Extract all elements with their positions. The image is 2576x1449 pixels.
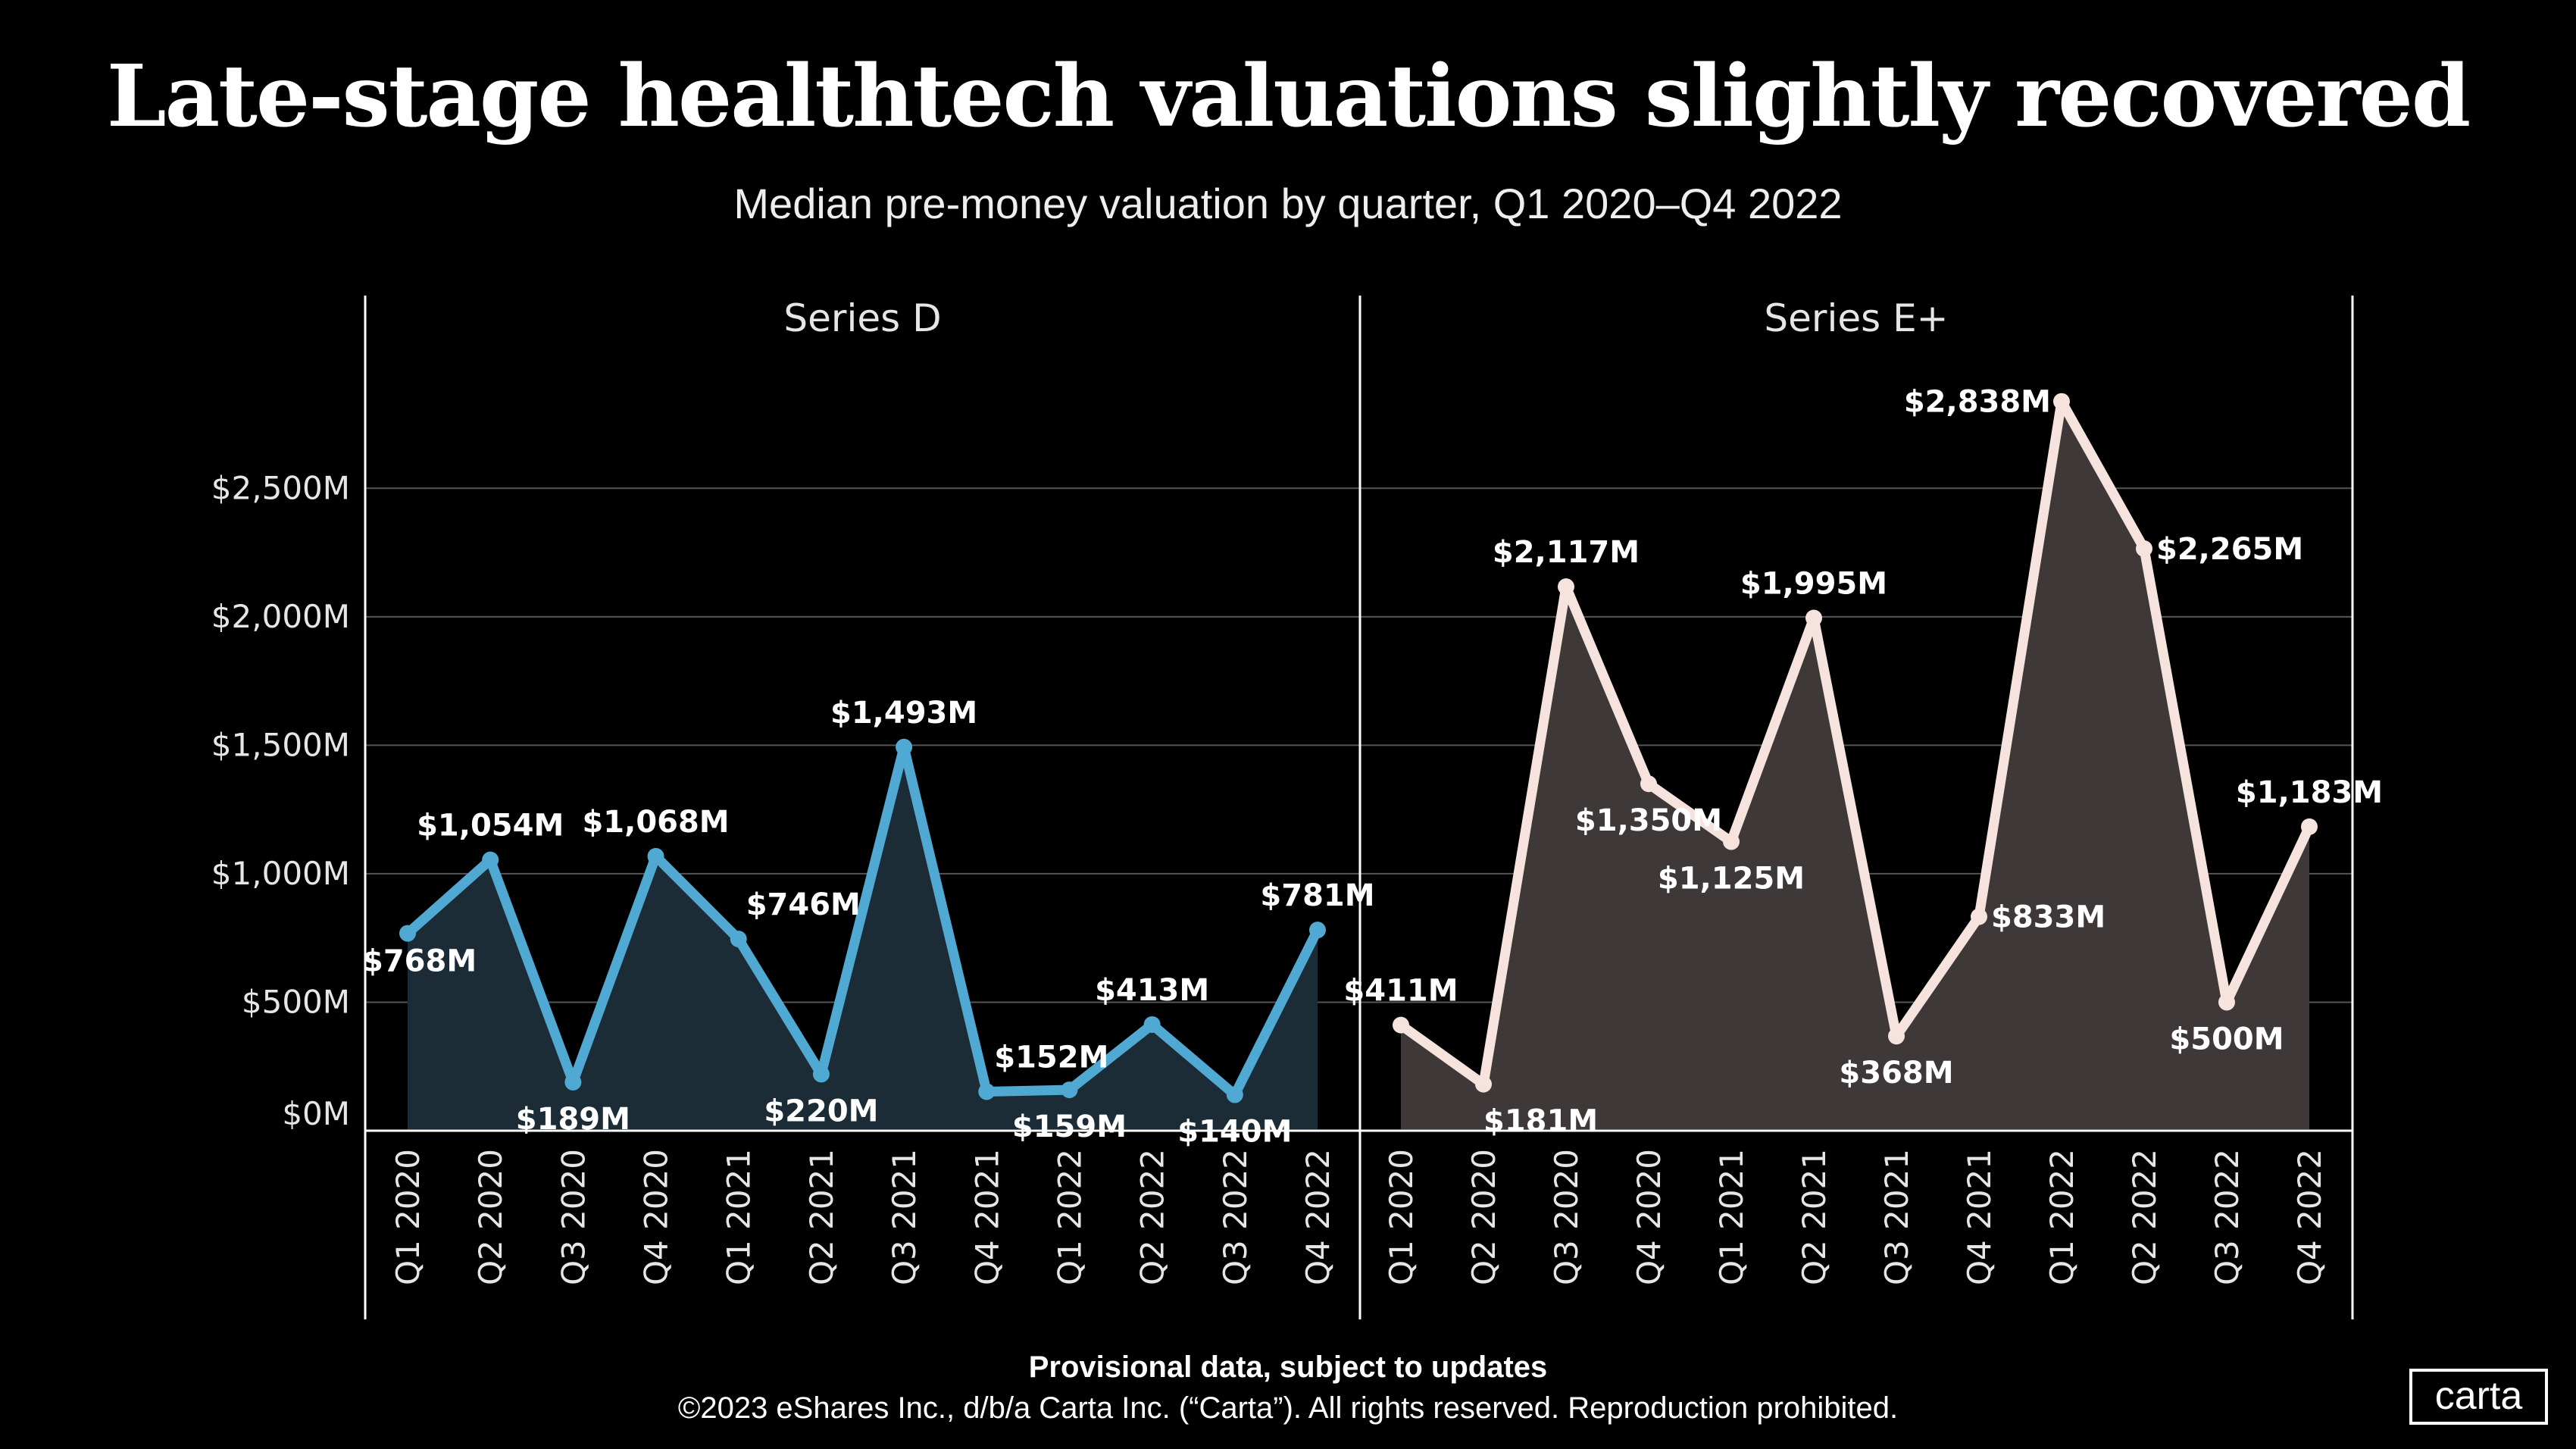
data-point (1723, 833, 1740, 850)
x-tick-label: Q3 2021 (1878, 1149, 1915, 1285)
data-label: $1,054M (417, 809, 564, 843)
data-point (2136, 540, 2152, 557)
data-point (564, 1073, 582, 1091)
area-fill (408, 746, 1318, 1129)
data-label: $220M (764, 1094, 878, 1128)
y-tick-label: $0M (282, 1095, 350, 1132)
data-point (1309, 922, 1326, 939)
x-tick-label: Q4 2022 (2291, 1149, 2328, 1285)
data-point (896, 738, 913, 756)
data-label: $2,117M (1493, 535, 1640, 570)
data-point (2301, 818, 2318, 835)
x-tick-label: Q1 2020 (1383, 1149, 1420, 1285)
data-label: $140M (1177, 1115, 1292, 1150)
data-point (978, 1083, 996, 1100)
data-label: $746M (746, 887, 861, 922)
data-point (482, 851, 499, 868)
y-tick-label: $1,000M (211, 855, 350, 892)
x-tick-label: Q2 2020 (472, 1149, 509, 1285)
data-label: $159M (1012, 1109, 1127, 1144)
data-point (1805, 609, 1822, 627)
data-label: $833M (1991, 900, 2106, 935)
y-tick-label: $2,000M (211, 598, 350, 635)
x-tick-label: Q2 2021 (803, 1149, 840, 1285)
data-point (2053, 393, 2070, 410)
data-point (1888, 1028, 1905, 1045)
y-tick-label: $1,500M (211, 726, 350, 763)
series-line (404, 742, 1322, 1100)
data-label: $189M (516, 1102, 630, 1137)
panel-title: Series D (783, 296, 941, 340)
x-tick-label: Q4 2021 (1961, 1149, 1998, 1285)
data-label: $152M (994, 1040, 1108, 1075)
y-tick-label: $2,500M (211, 469, 350, 506)
data-label: $500M (2169, 1022, 2284, 1056)
x-tick-label: Q3 2020 (1548, 1149, 1585, 1285)
data-point (812, 1066, 830, 1083)
provisional-note: Provisional data, subject to updates (1028, 1350, 1548, 1384)
data-label: $1,995M (1740, 567, 1887, 602)
x-tick-label: Q4 2021 (968, 1149, 1005, 1285)
x-tick-label: Q4 2020 (638, 1149, 675, 1285)
data-point (1971, 908, 1987, 925)
data-label: $1,350M (1575, 803, 1722, 838)
data-label: $2,265M (2156, 532, 2303, 567)
data-point (2218, 994, 2235, 1011)
x-tick-label: Q4 2022 (1299, 1149, 1336, 1285)
data-point (1475, 1075, 1492, 1093)
data-label: $413M (1095, 973, 1209, 1008)
x-tick-label: Q3 2022 (1217, 1149, 1254, 1285)
copyright-text: ©2023 eShares Inc., d/b/a Carta Inc. (“C… (677, 1391, 1899, 1425)
x-tick-label: Q2 2021 (1796, 1149, 1833, 1285)
x-tick-label: Q1 2022 (2043, 1149, 2080, 1285)
data-label: $181M (1483, 1104, 1598, 1139)
x-tick-label: Q1 2021 (721, 1149, 758, 1285)
x-tick-label: Q1 2022 (1051, 1149, 1088, 1285)
y-tick-label: $500M (242, 983, 350, 1020)
x-tick-label: Q2 2022 (1134, 1149, 1171, 1285)
data-point (1393, 1016, 1409, 1034)
x-tick-label: Q3 2020 (555, 1149, 592, 1285)
data-point (1061, 1081, 1078, 1099)
data-point (399, 925, 416, 942)
data-label: $2,838M (1904, 385, 2051, 420)
series-line (1398, 396, 2314, 1090)
x-tick-label: Q3 2021 (886, 1149, 923, 1285)
panel-series-e-plus: Series E+ $411M Q1 2020 $181M Q2 2020 $2,117M… (1343, 296, 2383, 1285)
data-label: $1,068M (582, 805, 729, 840)
data-label: $411M (1343, 974, 1458, 1009)
data-label: $781M (1260, 878, 1374, 913)
data-label: $1,125M (1658, 862, 1805, 897)
x-tick-label: Q1 2020 (389, 1149, 427, 1285)
x-tick-label: Q1 2021 (1713, 1149, 1750, 1285)
area-fill (1401, 401, 2309, 1129)
x-tick-label: Q2 2022 (2126, 1149, 2163, 1285)
data-label: $1,493M (830, 696, 977, 731)
panel-title: Series E+ (1764, 296, 1948, 340)
data-point (647, 847, 664, 865)
x-tick-label: Q3 2022 (2209, 1149, 2246, 1285)
data-label: $768M (362, 944, 477, 979)
data-point (1226, 1086, 1243, 1103)
chart-title: Late-stage healthtech valuations slightl… (106, 47, 2471, 146)
data-label: $1,183M (2236, 775, 2383, 810)
carta-logo: carta (2409, 1369, 2548, 1425)
data-point (730, 931, 747, 948)
data-point (1558, 578, 1574, 596)
chart-subtitle: Median pre-money valuation by quarter, Q… (733, 180, 1843, 227)
data-point (1143, 1016, 1161, 1033)
x-tick-label: Q4 2020 (1630, 1149, 1668, 1285)
x-tick-label: Q2 2020 (1465, 1149, 1502, 1285)
data-point (1640, 775, 1657, 793)
data-label: $368M (1839, 1056, 1953, 1091)
